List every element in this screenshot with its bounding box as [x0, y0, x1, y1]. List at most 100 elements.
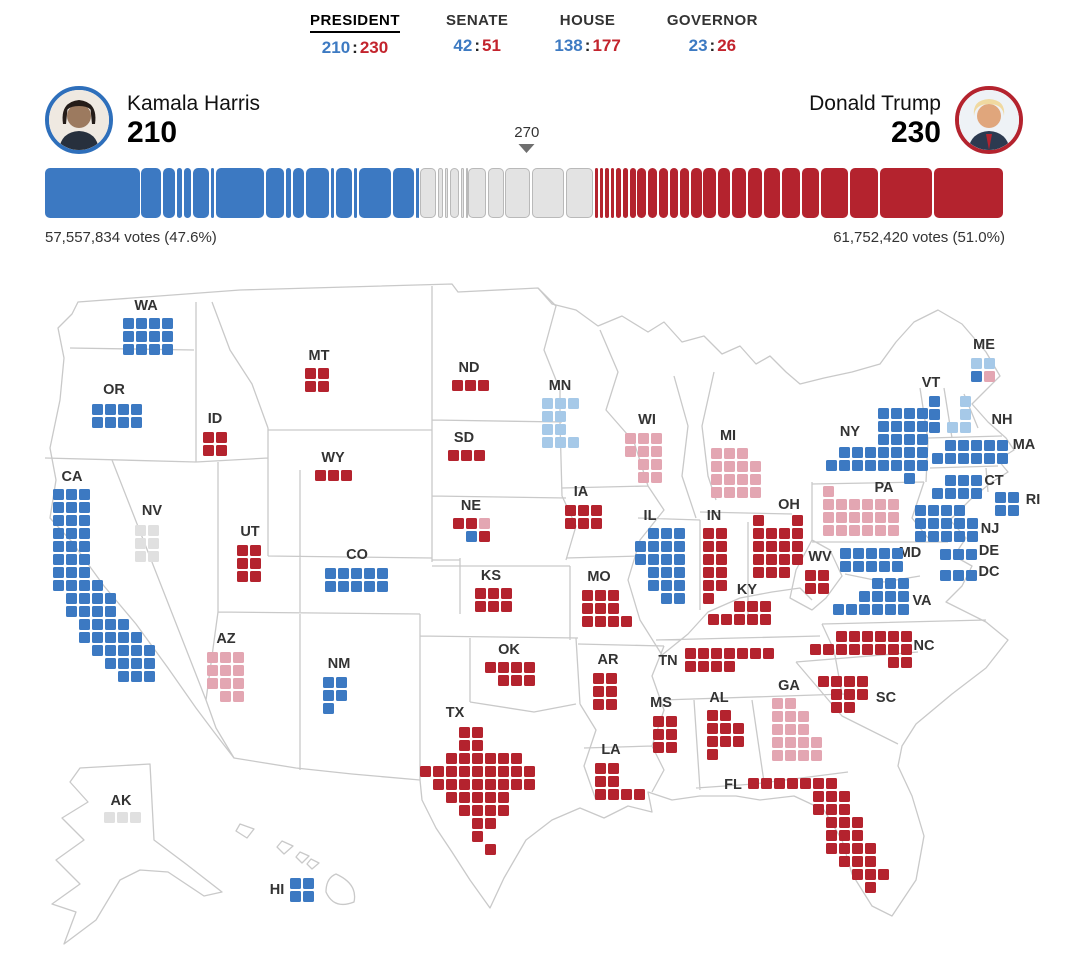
harris-portrait-icon: [49, 90, 109, 150]
bar-segment[interactable]: [45, 168, 140, 218]
bar-segment[interactable]: [849, 168, 879, 218]
bar-segment[interactable]: [444, 168, 449, 218]
bar-segment[interactable]: [630, 168, 636, 218]
bar-segment[interactable]: [487, 168, 504, 218]
ev-square: [872, 591, 883, 602]
ev-square: [593, 699, 604, 710]
bar-segment[interactable]: [353, 168, 358, 218]
bar-segment[interactable]: [748, 168, 763, 218]
bar-segment[interactable]: [335, 168, 352, 218]
bar-segment[interactable]: [781, 168, 800, 218]
ev-square: [105, 658, 116, 669]
bar-segment[interactable]: [616, 168, 622, 218]
bar-segment[interactable]: [460, 168, 465, 218]
ev-square: [818, 676, 829, 687]
ev-square: [661, 554, 672, 565]
ev-bar[interactable]: [45, 168, 1005, 218]
bar-segment[interactable]: [623, 168, 629, 218]
ev-square: [839, 447, 850, 458]
bar-segment[interactable]: [466, 168, 468, 218]
bar-segment[interactable]: [210, 168, 215, 218]
bar-segment[interactable]: [764, 168, 781, 218]
bar-segment[interactable]: [599, 168, 604, 218]
bar-segment[interactable]: [305, 168, 329, 218]
bar-segment[interactable]: [450, 168, 459, 218]
ev-square: [811, 737, 822, 748]
state-label: OH: [778, 497, 800, 513]
bar-segment[interactable]: [637, 168, 647, 218]
bar-segment[interactable]: [417, 168, 420, 218]
bar-segment[interactable]: [594, 168, 599, 218]
bar-segment[interactable]: [285, 168, 292, 218]
tab-president[interactable]: PRESIDENT 210:230: [310, 12, 400, 58]
ev-square: [878, 869, 889, 880]
bar-segment[interactable]: [392, 168, 415, 218]
ev-square: [216, 432, 227, 443]
bar-segment[interactable]: [717, 168, 731, 218]
bar-segment[interactable]: [359, 168, 392, 218]
state-label: VT: [921, 375, 941, 391]
state-label: NJ: [980, 521, 1000, 537]
bar-segment[interactable]: [532, 168, 565, 218]
bar-segment[interactable]: [216, 168, 265, 218]
bar-segment[interactable]: [566, 168, 593, 218]
ev-square: [831, 676, 842, 687]
bar-segment[interactable]: [419, 168, 436, 218]
bar-segment[interactable]: [293, 168, 304, 218]
tab-senate[interactable]: SENATE 42:51: [446, 12, 508, 58]
bar-segment[interactable]: [880, 168, 932, 218]
bar-segment[interactable]: [437, 168, 443, 218]
ev-square: [53, 502, 64, 513]
bar-segment[interactable]: [416, 168, 418, 218]
ev-square: [542, 437, 553, 448]
ev-square: [524, 766, 535, 777]
bar-segment[interactable]: [467, 168, 486, 218]
ev-square: [149, 331, 160, 342]
ev-square: [446, 779, 457, 790]
ev-square: [565, 505, 576, 516]
bar-segment[interactable]: [680, 168, 690, 218]
ev-square: [928, 531, 939, 542]
ev-square: [862, 525, 873, 536]
state-label: CT: [984, 473, 1004, 489]
bar-segment[interactable]: [162, 168, 176, 218]
ev-square: [785, 711, 796, 722]
tab-governor[interactable]: GOVERNOR 23:26: [667, 12, 758, 58]
bar-segment[interactable]: [703, 168, 716, 218]
bar-segment[interactable]: [193, 168, 210, 218]
ev-square: [625, 433, 636, 444]
tab-house[interactable]: HOUSE 138:177: [554, 12, 620, 58]
ev-square: [237, 558, 248, 569]
bar-segment[interactable]: [821, 168, 848, 218]
bar-segment[interactable]: [141, 168, 161, 218]
ev-square: [53, 567, 64, 578]
bar-segment[interactable]: [690, 168, 702, 218]
bar-segment[interactable]: [177, 168, 183, 218]
bar-segment[interactable]: [658, 168, 668, 218]
ev-square: [954, 505, 965, 516]
ev-square: [123, 331, 134, 342]
ev-square: [750, 461, 761, 472]
bar-segment[interactable]: [648, 168, 658, 218]
state-label: CO: [346, 547, 368, 563]
bar-segment[interactable]: [505, 168, 531, 218]
bar-segment[interactable]: [330, 168, 335, 218]
bar-segment[interactable]: [731, 168, 747, 218]
bar-segment[interactable]: [266, 168, 285, 218]
ev-square: [351, 581, 362, 592]
bar-segment[interactable]: [184, 168, 192, 218]
state-label: NE: [460, 498, 482, 514]
bar-segment[interactable]: [610, 168, 615, 218]
bar-segment[interactable]: [669, 168, 679, 218]
bar-segment[interactable]: [801, 168, 820, 218]
bar-segment[interactable]: [933, 168, 1004, 218]
state-label: MT: [308, 348, 330, 364]
state-label: ID: [207, 411, 223, 427]
ev-square: [724, 461, 735, 472]
ev-square: [904, 447, 915, 458]
ev-square: [661, 593, 672, 604]
bar-segment[interactable]: [605, 168, 609, 218]
ev-square: [130, 812, 141, 823]
ev-square: [338, 568, 349, 579]
ev-square: [136, 318, 147, 329]
